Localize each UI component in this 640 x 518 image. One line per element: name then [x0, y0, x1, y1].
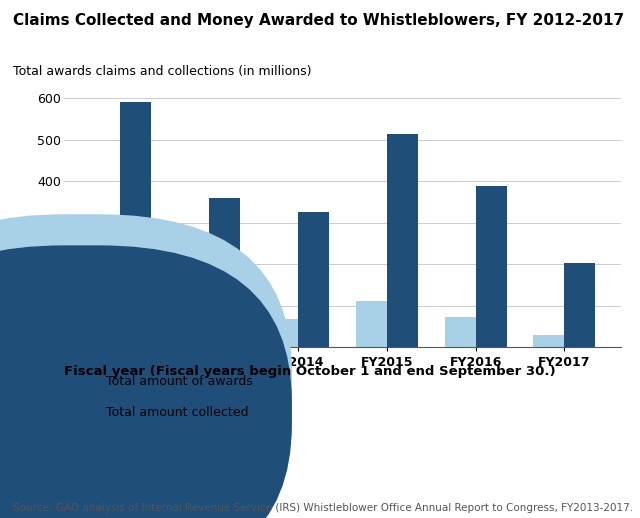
Bar: [476, 186, 507, 347]
Bar: [298, 211, 329, 347]
Bar: [178, 319, 209, 347]
Bar: [533, 335, 564, 347]
Text: Fiscal year (Fiscal years begin October 1 and end September 30.): Fiscal year (Fiscal years begin October …: [64, 365, 556, 378]
Text: Total amount collected: Total amount collected: [106, 406, 248, 420]
Bar: [120, 102, 152, 347]
Text: Source: GAO analysis of Internal Revenue Service (IRS) Whistleblower Office Annu: Source: GAO analysis of Internal Revenue…: [13, 502, 640, 513]
Bar: [445, 317, 476, 347]
Bar: [564, 263, 595, 347]
Bar: [90, 291, 120, 347]
Bar: [267, 319, 298, 347]
Bar: [209, 198, 240, 347]
Bar: [356, 300, 387, 347]
Text: Total amount of awards: Total amount of awards: [106, 375, 252, 388]
Bar: [387, 134, 418, 347]
Text: Claims Collected and Money Awarded to Whistleblowers, FY 2012-2017: Claims Collected and Money Awarded to Wh…: [13, 13, 624, 28]
Text: Total awards claims and collections (in millions): Total awards claims and collections (in …: [13, 65, 311, 78]
